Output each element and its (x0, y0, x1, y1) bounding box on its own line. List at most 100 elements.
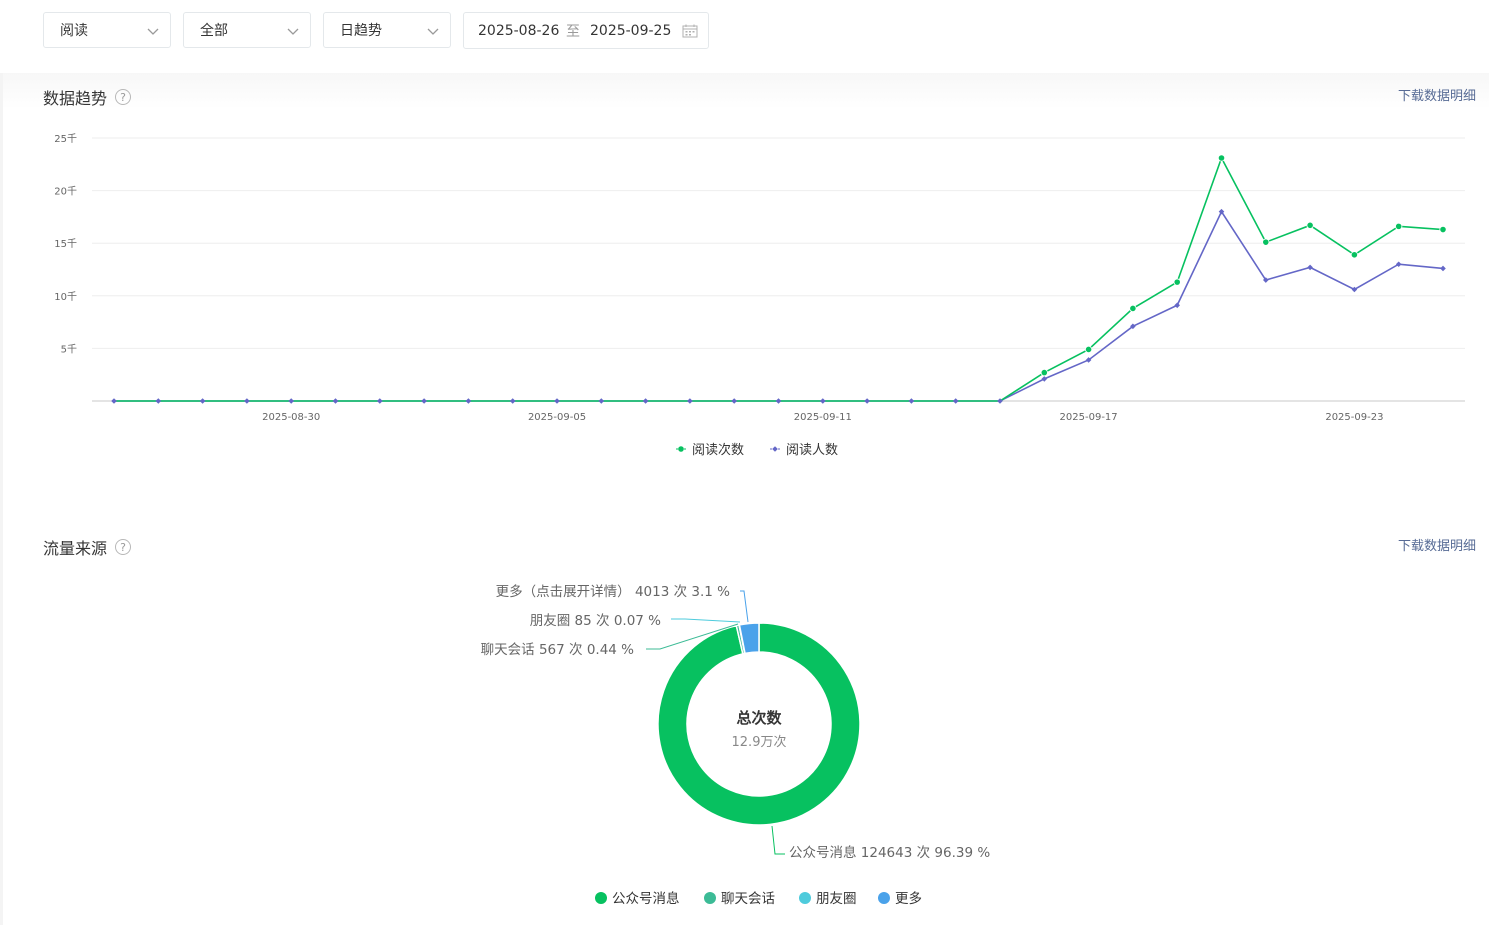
date-to[interactable]: 2025-09-25 (590, 22, 672, 39)
legend-dot (878, 892, 890, 904)
metric-select[interactable]: 阅读 (43, 12, 171, 48)
y-tick-label: 20千 (54, 186, 77, 198)
data-point[interactable] (598, 398, 605, 404)
data-point[interactable] (1395, 222, 1403, 230)
callout-label: 公众号消息 124643 次 96.39 % (789, 844, 990, 861)
callout-line (740, 590, 749, 623)
chevron-down-icon (287, 28, 299, 35)
data-point[interactable] (1306, 221, 1314, 229)
callout-line (671, 618, 741, 623)
donut-slice[interactable] (657, 622, 861, 826)
callout-label: 聊天会话 567 次 0.44 % (481, 642, 634, 658)
legend-label[interactable]: 聊天会话 (721, 891, 775, 907)
data-point[interactable] (820, 398, 826, 404)
scope-select[interactable]: 全部 (183, 12, 311, 48)
legend-marker-circle (678, 446, 684, 452)
legend-dot (799, 892, 811, 904)
data-point[interactable] (554, 398, 560, 404)
data-point[interactable] (731, 398, 737, 404)
callout-line (771, 825, 785, 855)
data-point[interactable] (908, 398, 915, 404)
data-point[interactable] (1307, 264, 1313, 271)
data-point[interactable] (1129, 304, 1137, 313)
data-point[interactable] (687, 398, 693, 404)
data-point[interactable] (997, 398, 1003, 404)
data-point[interactable] (1439, 225, 1447, 234)
data-point[interactable] (1040, 368, 1048, 377)
section-divider (0, 73, 1489, 109)
data-point[interactable] (642, 398, 649, 404)
trend-section-title: 数据趋势 ? (43, 85, 132, 109)
series-line-readers (114, 210, 1444, 402)
data-point[interactable] (775, 398, 782, 404)
donut-center-title: 总次数 (736, 709, 782, 727)
granularity-select[interactable]: 日趋势 (323, 12, 451, 48)
callout-label: 朋友圈 85 次 0.07 % (530, 613, 661, 629)
data-point[interactable] (1440, 265, 1446, 272)
data-point[interactable] (1130, 323, 1136, 330)
data-point[interactable] (199, 398, 206, 404)
data-point[interactable] (1263, 277, 1269, 283)
callout-label[interactable]: 更多（点击展开详情） 4013 次 3.1 % (496, 583, 730, 600)
date-from[interactable]: 2025-08-26 (478, 22, 560, 39)
series-line-reads (114, 156, 1444, 402)
chevron-down-icon (427, 28, 439, 35)
chevron-down-icon (147, 28, 159, 35)
donut-slice[interactable] (738, 622, 760, 655)
y-tick-label: 15千 (54, 238, 77, 250)
data-point[interactable] (377, 398, 383, 404)
scope-select-value: 全部 (200, 23, 228, 39)
data-point[interactable] (1085, 345, 1093, 354)
data-point[interactable] (1041, 376, 1048, 382)
data-point[interactable] (465, 398, 472, 404)
y-tick-label: 5千 (61, 343, 77, 355)
source-download-link[interactable]: 下载数据明细 (1397, 539, 1476, 554)
source-section-title: 流量来源 ? (43, 535, 132, 559)
data-point[interactable] (864, 398, 870, 404)
metric-select-value: 阅读 (60, 23, 88, 39)
legend-label[interactable]: 公众号消息 (612, 890, 680, 907)
trend-download-link[interactable]: 下载数据明细 (1397, 89, 1476, 104)
data-point[interactable] (509, 398, 516, 404)
data-point[interactable] (1350, 251, 1359, 259)
legend-label[interactable]: 更多 (895, 890, 922, 907)
x-tick-label: 2025-09-23 (1325, 412, 1383, 423)
callout-line (646, 623, 739, 650)
data-point[interactable] (1174, 302, 1180, 309)
y-tick-label: 10千 (54, 291, 77, 303)
help-icon[interactable]: ? (115, 89, 132, 105)
data-point[interactable] (155, 398, 162, 404)
data-point[interactable] (1085, 357, 1092, 363)
y-tick-label: 25千 (54, 133, 77, 145)
data-point[interactable] (1173, 278, 1181, 286)
date-separator: 至 (566, 23, 580, 40)
x-tick-label: 2025-09-11 (794, 412, 852, 423)
calendar-icon[interactable] (682, 24, 698, 38)
data-point[interactable] (1262, 238, 1270, 246)
filter-bar: 阅读 全部 日趋势 2025-08-26 至 2025-09-25 (0, 0, 1489, 73)
source-title-text: 流量来源 (43, 539, 108, 558)
x-tick-label: 2025-09-05 (528, 412, 586, 423)
trend-line-chart: 5千 10千 15千 20千 25千 2025-08-30 2025-09-05 2025-0… (54, 133, 1465, 458)
legend-dot (704, 892, 716, 904)
legend-dot (595, 892, 607, 904)
data-point[interactable] (111, 398, 117, 404)
legend-label[interactable]: 朋友圈 (816, 891, 857, 907)
legend-label[interactable]: 阅读人数 (786, 443, 838, 458)
help-icon[interactable]: ? (115, 539, 132, 555)
date-range-picker[interactable]: 2025-08-26 至 2025-09-25 (463, 12, 709, 49)
donut-center-value: 12.9万次 (732, 734, 787, 750)
data-point[interactable] (421, 398, 427, 404)
trend-title-text: 数据趋势 (43, 89, 108, 108)
data-point[interactable] (952, 398, 959, 404)
data-point[interactable] (288, 398, 294, 404)
data-point[interactable] (1351, 286, 1358, 293)
data-point[interactable] (332, 398, 339, 404)
left-edge (0, 73, 3, 925)
legend-label[interactable]: 阅读次数 (692, 442, 744, 458)
data-point[interactable] (1395, 261, 1402, 268)
data-point[interactable] (244, 398, 250, 404)
data-point[interactable] (1217, 154, 1226, 162)
x-tick-label: 2025-09-17 (1060, 412, 1118, 423)
